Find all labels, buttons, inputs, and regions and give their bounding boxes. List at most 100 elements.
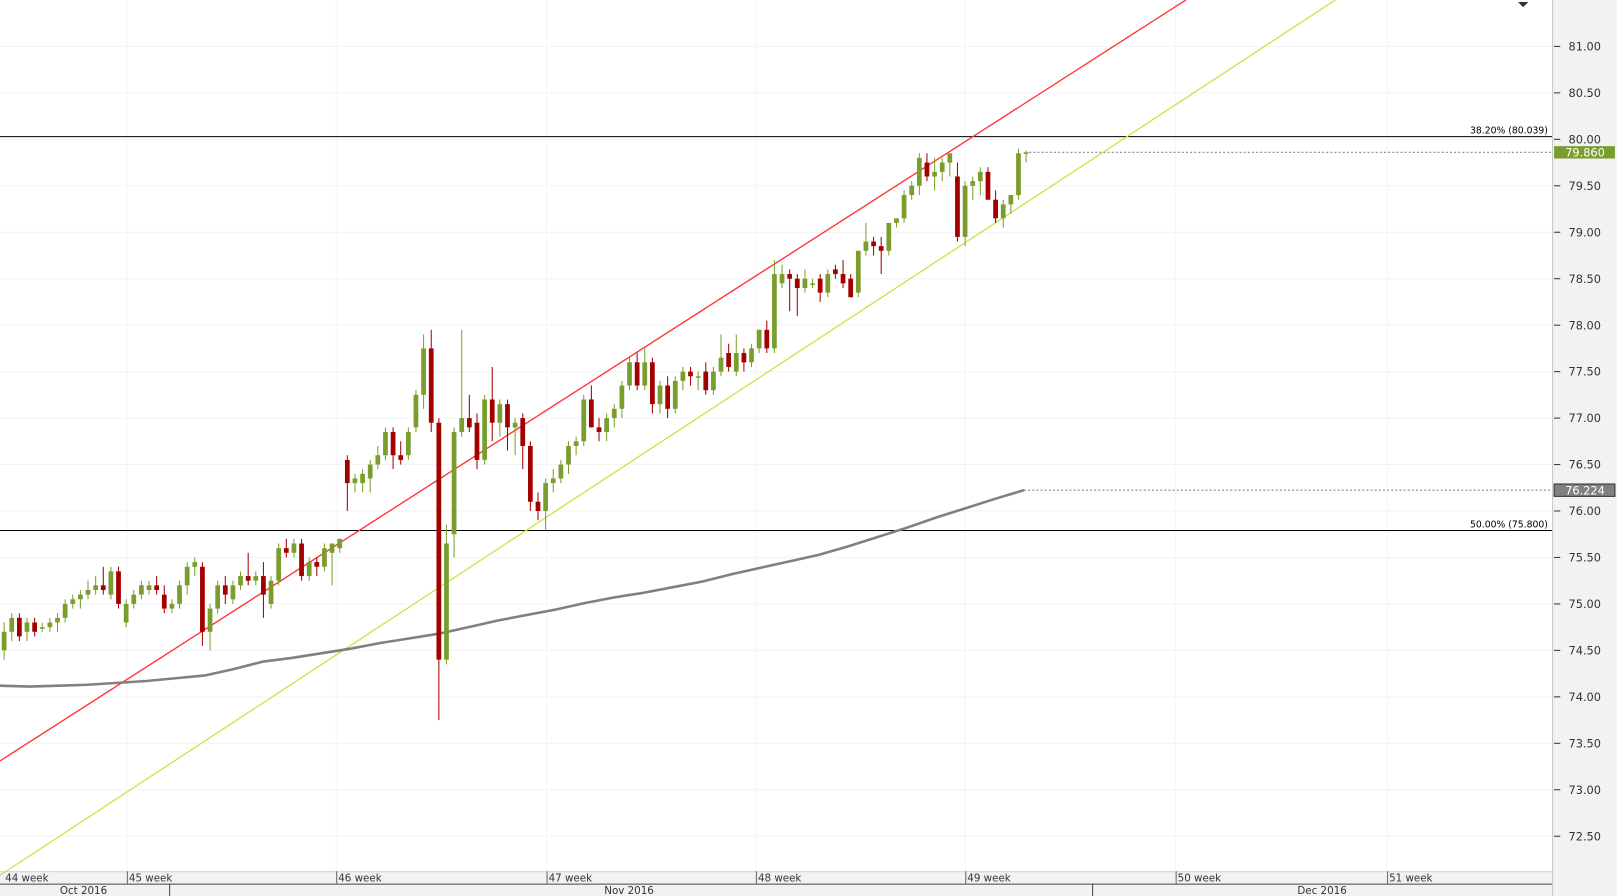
- candle-body: [291, 543, 297, 553]
- candle-body: [901, 195, 907, 219]
- month-label[interactable]: Dec 2016: [1297, 885, 1346, 896]
- candle-body: [581, 399, 587, 442]
- candle-body: [466, 418, 472, 428]
- moving-average: [0, 488, 1025, 688]
- candle-body: [650, 362, 655, 405]
- last-price-badge: [1554, 146, 1615, 159]
- candle-body: [985, 171, 991, 200]
- y-tick-label: 73.00: [1569, 783, 1601, 797]
- candle-body: [230, 585, 236, 600]
- candle-body: [451, 432, 457, 535]
- week-label[interactable]: 48 week: [758, 873, 801, 885]
- candle-body: [993, 199, 998, 219]
- trend-lines[interactable]: [0, 0, 1336, 876]
- candle-body: [436, 422, 442, 660]
- candle-body: [268, 580, 274, 604]
- moving-average-line: [0, 488, 1025, 688]
- upper-trend-line[interactable]: [0, 0, 1187, 762]
- candle-body: [955, 176, 960, 237]
- candle-body: [383, 432, 388, 456]
- plot-background: [0, 0, 1552, 871]
- candle-body: [62, 603, 68, 618]
- candle-body: [619, 385, 625, 409]
- candle-body: [39, 627, 45, 629]
- candle-body: [32, 622, 38, 632]
- candle-body: [322, 548, 327, 567]
- candle-body: [169, 603, 175, 609]
- candle-body: [253, 576, 259, 581]
- candle-body: [794, 278, 800, 288]
- candle-body: [947, 153, 953, 163]
- week-label[interactable]: 45 week: [129, 873, 172, 885]
- candle-body: [139, 585, 144, 595]
- candle-body: [566, 445, 571, 465]
- week-label[interactable]: 47 week: [549, 873, 592, 885]
- candle-body: [344, 459, 350, 484]
- candle-body: [375, 455, 381, 465]
- month-label[interactable]: Oct 2016: [60, 885, 107, 896]
- y-tick-label: 74.00: [1569, 690, 1601, 704]
- week-label[interactable]: 44 week: [5, 873, 48, 885]
- candle-body: [825, 274, 831, 293]
- candle-body: [932, 171, 937, 177]
- candle-body: [360, 473, 365, 484]
- y-tick-label: 77.00: [1569, 411, 1601, 425]
- candle-body: [749, 348, 754, 363]
- candle-body: [207, 608, 213, 632]
- candle-body: [1016, 153, 1021, 196]
- candle-body: [718, 357, 724, 372]
- month-label[interactable]: Nov 2016: [604, 885, 654, 896]
- fib-level-label: 38.20% (80.039): [1470, 126, 1548, 137]
- candle-body: [810, 283, 815, 285]
- candle-body: [146, 585, 152, 590]
- candle-body: [596, 427, 602, 433]
- candle-body: [352, 478, 358, 484]
- lower-trend-line[interactable]: [0, 0, 1336, 876]
- y-tick-label: 79.00: [1569, 225, 1601, 239]
- candle-body: [970, 181, 976, 186]
- candle-body: [100, 585, 106, 590]
- y-tick-label: 78.00: [1569, 318, 1601, 332]
- week-label[interactable]: 50 week: [1178, 873, 1221, 885]
- candle-body: [543, 483, 548, 511]
- y-tick-label: 75.50: [1569, 551, 1601, 565]
- candle-body: [520, 418, 526, 446]
- week-label[interactable]: 51 week: [1389, 873, 1432, 885]
- candle-body: [283, 548, 289, 553]
- candle-body: [398, 455, 404, 460]
- y-tick-label: 79.50: [1569, 179, 1601, 193]
- candle-body: [642, 362, 648, 386]
- week-label[interactable]: 46 week: [338, 873, 381, 885]
- week-label[interactable]: 49 week: [967, 873, 1010, 885]
- candle-body: [764, 329, 770, 349]
- price-axis[interactable]: 72.50 73.00 73.50 74.00 74.50 75.00 75.50 76.00…: [1553, 40, 1616, 844]
- candle-body: [1, 631, 7, 651]
- candle-body: [405, 432, 411, 456]
- candle-body: [779, 274, 785, 284]
- candle-body: [634, 362, 640, 386]
- dropdown-arrow-icon[interactable]: [1518, 2, 1529, 8]
- candle-body: [772, 274, 777, 349]
- candle-body: [894, 218, 899, 223]
- candle-body: [93, 585, 99, 590]
- candle-body: [726, 353, 732, 367]
- candle-body: [787, 274, 793, 279]
- candle-body: [489, 399, 495, 423]
- candle-body: [741, 353, 747, 363]
- candle-body: [627, 362, 632, 386]
- candle-body: [161, 594, 167, 609]
- candle-body: [657, 385, 663, 405]
- candle-body: [833, 269, 838, 275]
- candle-body: [672, 380, 678, 409]
- candle-body: [1000, 204, 1006, 219]
- candle-body: [329, 543, 335, 553]
- candle-body: [527, 445, 533, 502]
- candle-body: [261, 576, 266, 595]
- ma-last-label: 76.224: [1565, 483, 1605, 497]
- candles: [1, 148, 1029, 721]
- candle-body: [733, 353, 739, 372]
- time-axis[interactable]: 44 week 45 week 46 week 47 week 48 week 49 we…: [0, 871, 1553, 896]
- candle-body: [24, 622, 30, 632]
- candle-body: [474, 422, 480, 460]
